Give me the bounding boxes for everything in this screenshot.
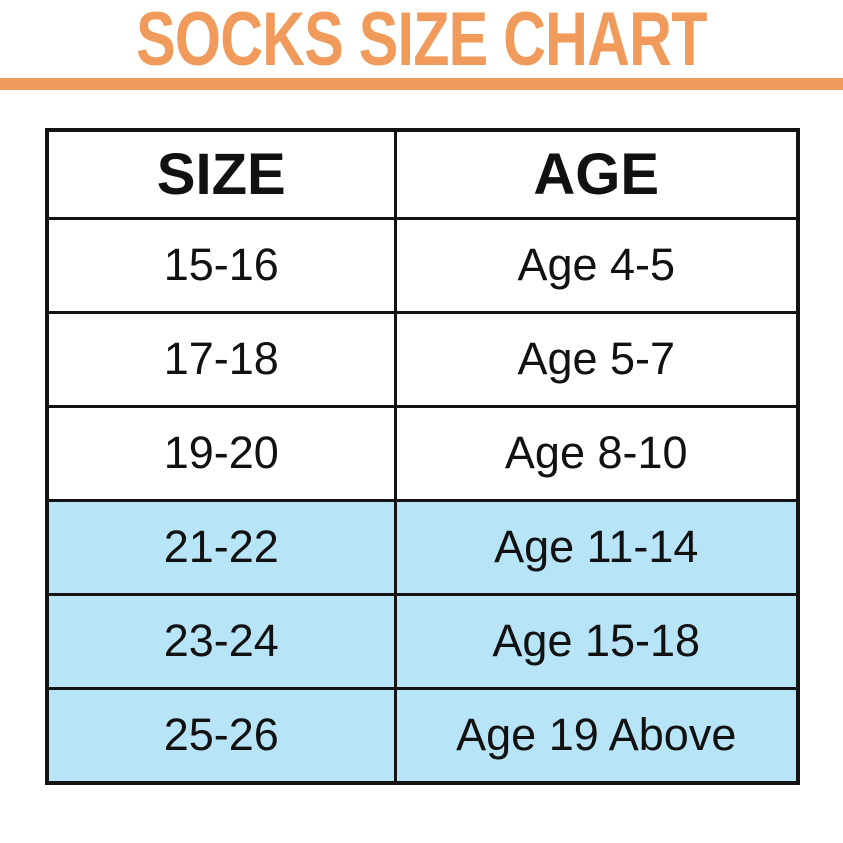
age-cell: Age 15-18 (393, 592, 800, 690)
size-cell: 17-18 (45, 310, 397, 408)
age-cell: Age 5-7 (393, 310, 800, 408)
size-cell: 23-24 (45, 592, 397, 690)
table-row: 19-20 Age 8-10 (45, 404, 800, 502)
age-cell: Age 4-5 (393, 216, 800, 314)
table-row-highlighted: 21-22 Age 11-14 (45, 498, 800, 596)
table-row: 17-18 Age 5-7 (45, 310, 800, 408)
table-row-highlighted: 23-24 Age 15-18 (45, 592, 800, 690)
page-title: SOCKS SIZE CHART (136, 0, 707, 82)
age-cell: Age 11-14 (393, 498, 800, 596)
socks-size-table: SIZE AGE 15-16 Age 4-5 17-18 Age 5-7 19-… (45, 128, 800, 785)
title-underline-rule (0, 78, 843, 90)
table-row: 15-16 Age 4-5 (45, 216, 800, 314)
size-cell: 19-20 (45, 404, 397, 502)
table-row-highlighted: 25-26 Age 19 Above (45, 686, 800, 785)
age-cell: Age 8-10 (393, 404, 800, 502)
header-row: SIZE AGE (45, 128, 800, 220)
age-cell: Age 19 Above (393, 686, 800, 785)
size-cell: 15-16 (45, 216, 397, 314)
size-cell: 25-26 (45, 686, 397, 785)
column-header-size: SIZE (45, 128, 397, 220)
size-cell: 21-22 (45, 498, 397, 596)
column-header-age: AGE (393, 128, 800, 220)
